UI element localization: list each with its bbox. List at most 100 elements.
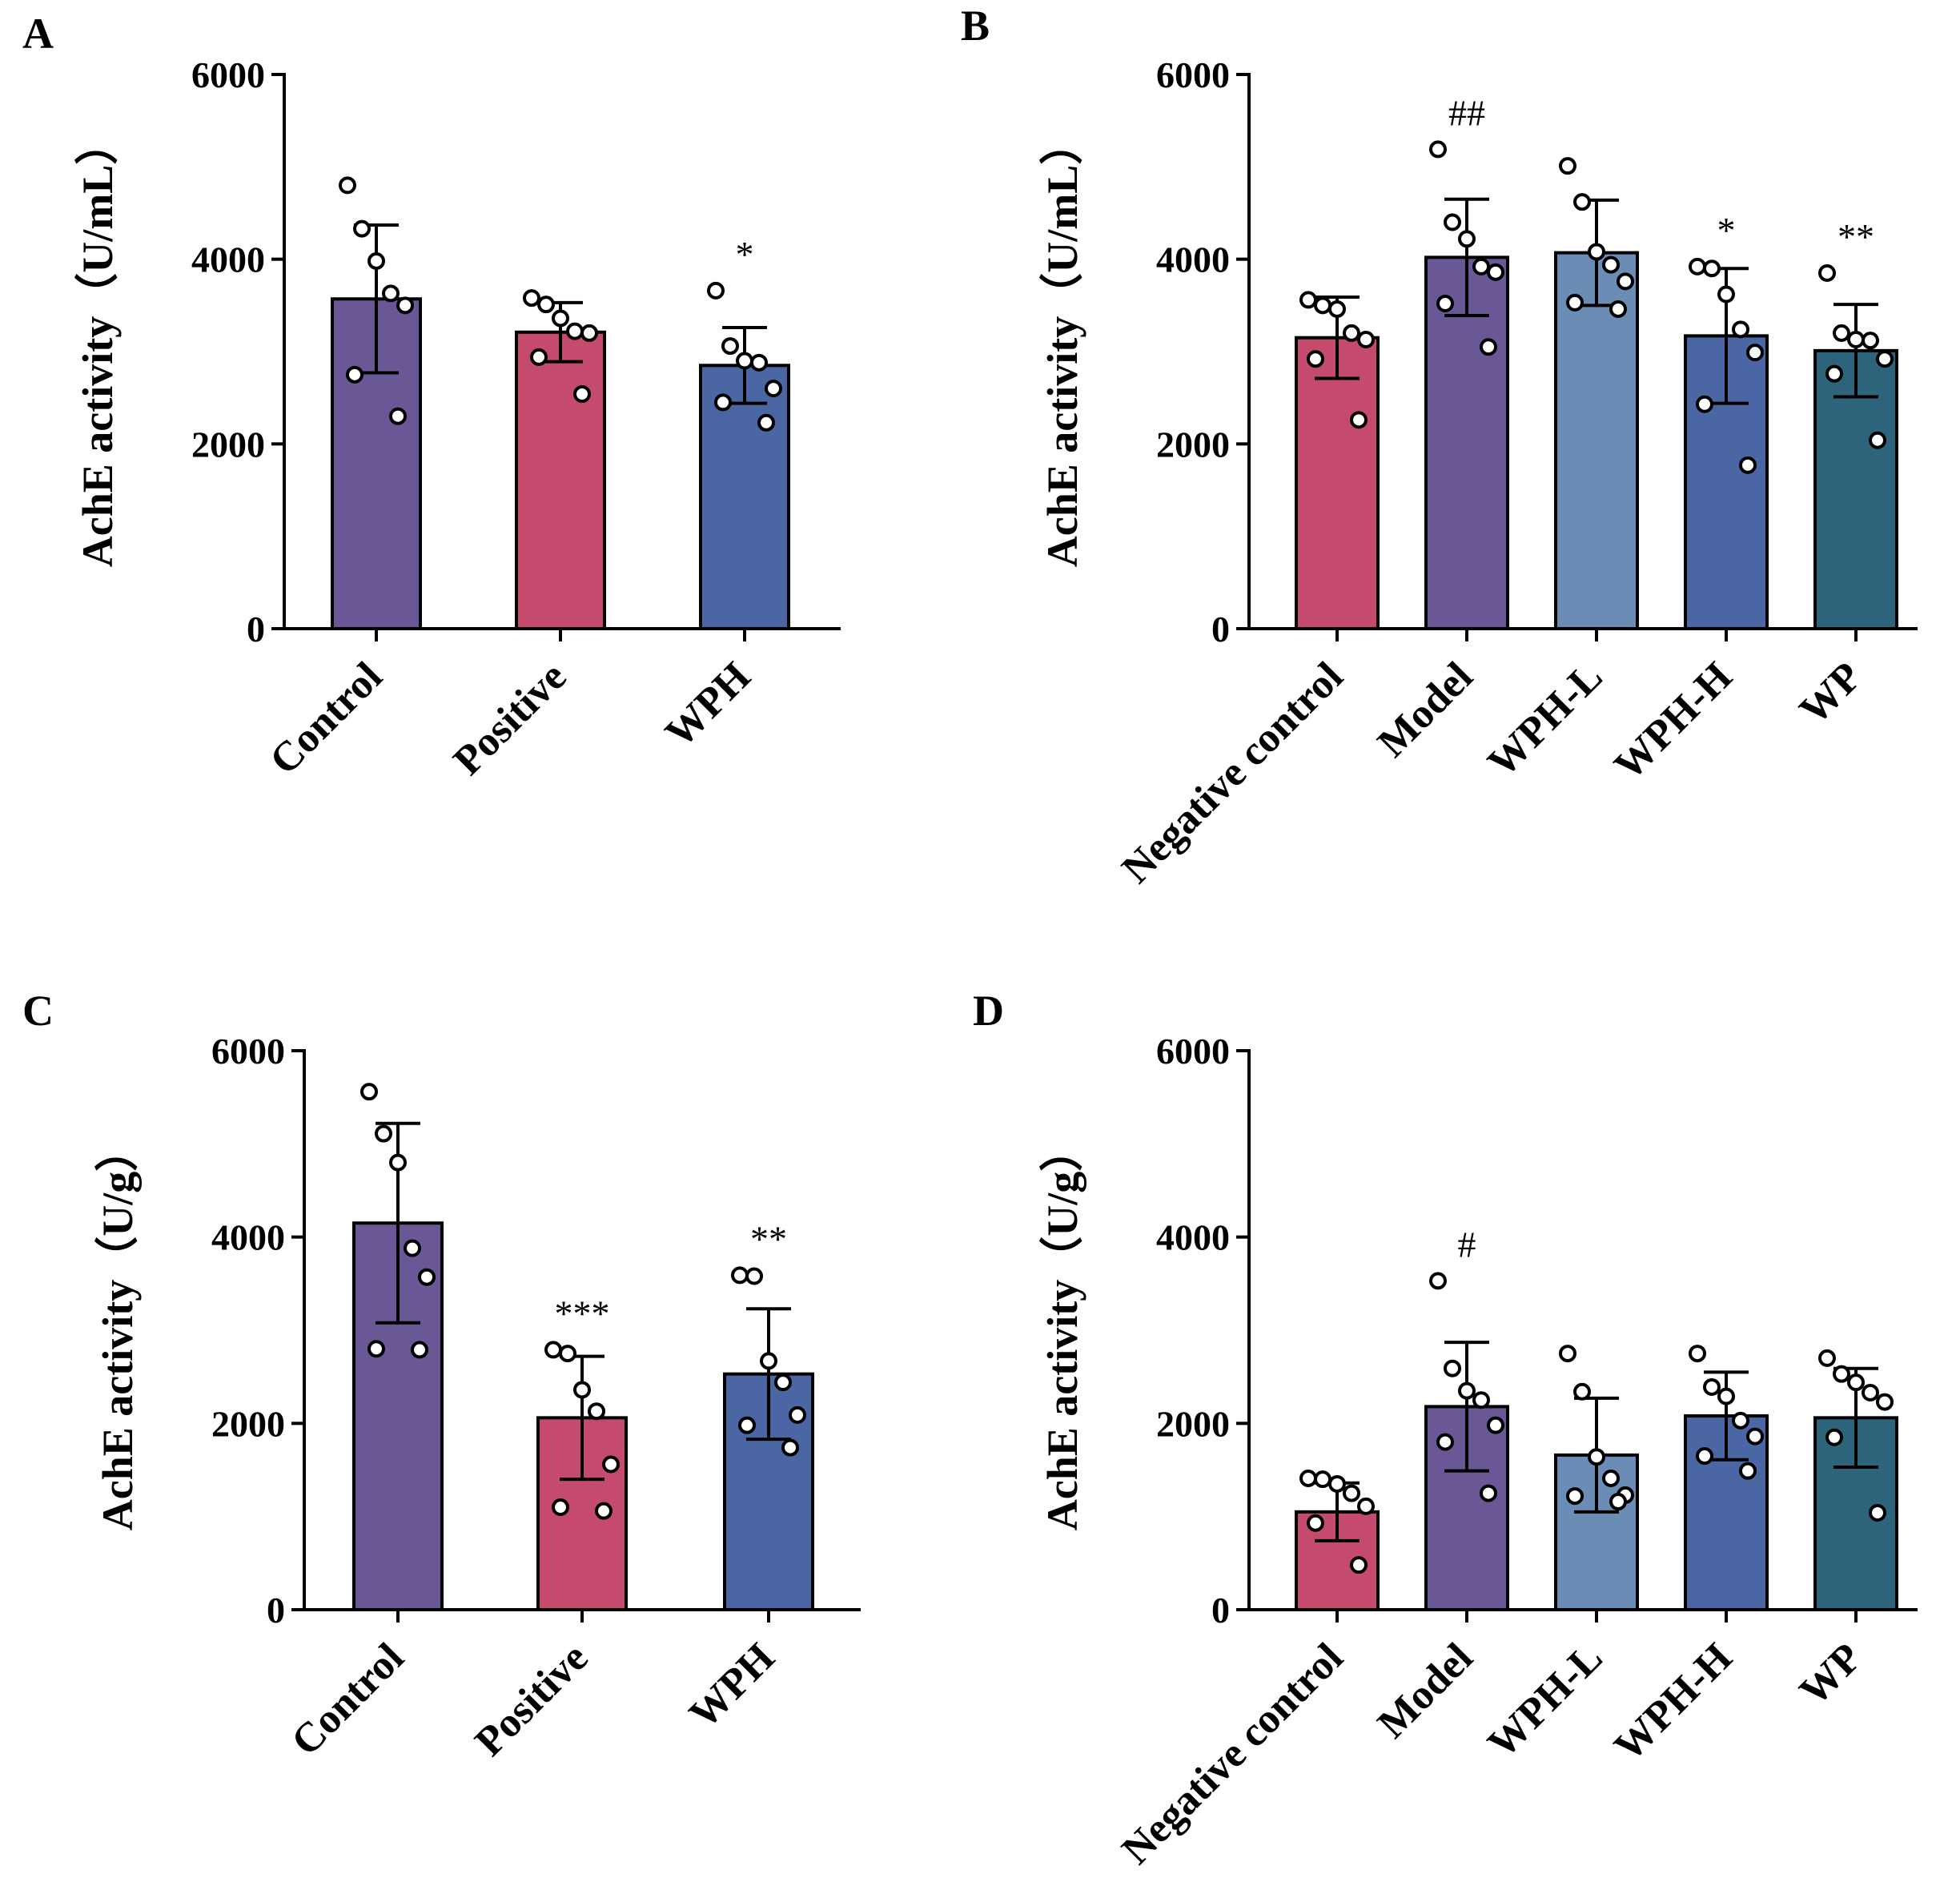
data-point	[544, 1341, 562, 1359]
data-point	[1833, 1365, 1850, 1383]
data-point	[418, 1268, 436, 1286]
panel-c: C 0 2000 4000 6000 AchE activity（U/g） Control *…	[22, 987, 861, 1765]
data-point	[1444, 213, 1461, 231]
data-point	[760, 1352, 777, 1370]
data-point	[1746, 1427, 1764, 1446]
data-point	[389, 407, 407, 425]
panel-letter: A	[22, 10, 54, 58]
data-point	[1833, 324, 1850, 342]
y-tick-label: 2000	[1156, 1403, 1230, 1444]
data-point	[1343, 324, 1360, 342]
data-point	[1480, 338, 1497, 356]
data-point	[573, 385, 591, 404]
x-tick-label: Negative control	[1114, 1635, 1352, 1873]
data-point	[1703, 259, 1721, 278]
data-point	[1847, 331, 1865, 349]
x-tick-label: WPH	[657, 653, 759, 756]
data-point	[1559, 1345, 1576, 1363]
data-point	[745, 1267, 763, 1285]
data-point	[530, 348, 548, 366]
y-tick-label: 0	[1211, 1590, 1230, 1631]
y-tick-label: 0	[267, 1590, 285, 1631]
data-point	[774, 1373, 792, 1392]
significance-marker: ##	[1448, 92, 1485, 133]
data-point	[1350, 411, 1368, 429]
y-tick-label: 2000	[1156, 424, 1230, 464]
y-tick-label: 6000	[1156, 1031, 1230, 1072]
x-tick-label: WPH	[681, 1635, 783, 1737]
data-point	[1689, 1345, 1706, 1363]
data-point	[1487, 1416, 1504, 1434]
data-point	[1458, 230, 1476, 248]
data-point	[411, 1341, 428, 1359]
y-tick-label: 2000	[211, 1403, 285, 1444]
data-point	[396, 296, 414, 315]
bar-wph	[699, 364, 790, 630]
data-point	[1357, 1497, 1375, 1515]
y-tick-label: 4000	[1156, 239, 1230, 280]
y-tick-label: 6000	[191, 54, 265, 95]
data-point	[1869, 431, 1886, 449]
data-point	[781, 1438, 799, 1457]
data-point	[1825, 1428, 1843, 1446]
bar-negative-control	[1295, 336, 1380, 630]
data-point	[1609, 300, 1627, 318]
significance-marker: #	[1458, 1224, 1476, 1265]
panel-d: D 0 2000 4000 6000 AchE activity（U/g） Negative…	[973, 987, 1918, 1873]
data-point	[1429, 140, 1447, 159]
significance-marker: **	[750, 1218, 787, 1259]
data-point	[595, 1502, 612, 1520]
data-point	[736, 352, 753, 370]
data-point	[382, 284, 400, 303]
y-axis-label: AchE activity（U/mL）	[1038, 122, 1086, 567]
data-point	[1717, 285, 1735, 304]
data-point	[750, 353, 768, 372]
y-axis-label: AchE activity（U/g）	[1038, 1128, 1086, 1530]
data-point	[1876, 1393, 1894, 1411]
data-point	[368, 1340, 385, 1358]
data-point	[573, 1381, 591, 1399]
y-tick-label: 2000	[191, 424, 265, 464]
x-tick-label: Positive	[467, 1635, 597, 1765]
data-point	[1818, 1349, 1836, 1367]
data-point	[389, 1153, 407, 1172]
panel-b: B 0 2000 4000 6000 AchE activity（U/mL） Negativ…	[961, 2, 1918, 892]
data-point	[1436, 1433, 1454, 1451]
data-point	[552, 1498, 569, 1517]
data-point	[1299, 1469, 1317, 1487]
data-point	[1573, 193, 1591, 211]
data-point	[1350, 1556, 1368, 1574]
data-point	[1739, 456, 1757, 474]
significance-marker: *	[736, 234, 754, 275]
data-point	[1472, 257, 1490, 275]
data-point	[602, 1455, 620, 1474]
data-point	[1689, 257, 1706, 275]
x-tick-label: WP	[1791, 653, 1871, 734]
y-axis-label: AchE activity（U/mL）	[74, 122, 122, 567]
x-tick-label: WPH-H	[1605, 653, 1741, 789]
data-point	[1314, 1470, 1331, 1489]
significance-marker: **	[1838, 216, 1874, 257]
data-point	[360, 1083, 378, 1101]
data-point	[1307, 350, 1324, 368]
data-point	[1444, 1359, 1461, 1377]
data-point	[339, 176, 356, 195]
y-tick-label: 0	[1211, 609, 1230, 649]
significance-marker: *	[1717, 210, 1736, 251]
data-point	[559, 1345, 576, 1363]
data-point	[1696, 1447, 1713, 1466]
data-point	[1696, 395, 1713, 413]
data-point	[1343, 1484, 1360, 1502]
data-point	[1732, 1411, 1749, 1430]
y-tick-label: 4000	[211, 1217, 285, 1258]
data-point	[588, 1402, 605, 1421]
data-point	[789, 1405, 806, 1424]
data-point	[1588, 243, 1605, 261]
x-tick-label: WPH-L	[1480, 653, 1612, 786]
data-point	[1472, 1391, 1490, 1409]
bar-wph-h	[1684, 334, 1769, 630]
x-tick-label: WP	[1791, 1635, 1871, 1715]
data-point	[731, 1266, 749, 1285]
data-point	[1328, 1474, 1346, 1493]
